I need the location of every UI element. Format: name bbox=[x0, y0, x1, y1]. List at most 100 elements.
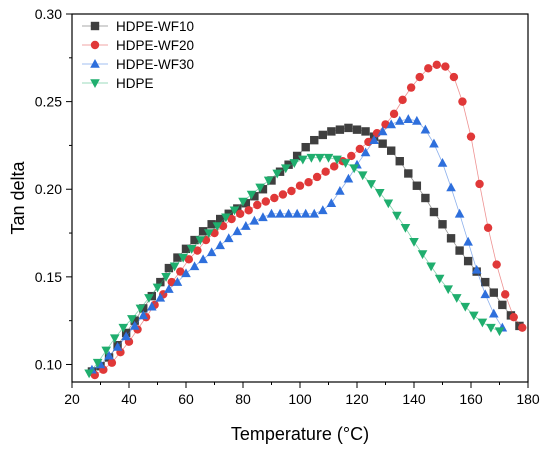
data-point bbox=[441, 62, 450, 71]
data-point bbox=[246, 190, 257, 200]
data-point bbox=[263, 176, 274, 186]
data-point bbox=[403, 114, 414, 123]
data-point bbox=[178, 253, 188, 263]
data-point bbox=[121, 331, 131, 341]
data-point bbox=[139, 304, 148, 313]
y-tick-label: 0.20 bbox=[35, 181, 62, 197]
data-point bbox=[207, 220, 216, 229]
data-point bbox=[366, 180, 377, 189]
data-point bbox=[118, 323, 129, 333]
y-tick-label: 0.10 bbox=[35, 356, 62, 372]
data-point bbox=[421, 193, 430, 203]
x-tick-label: 60 bbox=[178, 391, 194, 407]
legend-label: HDPE-WF20 bbox=[116, 38, 194, 53]
data-point bbox=[161, 273, 171, 282]
data-point bbox=[463, 236, 473, 246]
data-point bbox=[498, 300, 507, 310]
data-point bbox=[130, 316, 139, 325]
data-point bbox=[424, 64, 433, 73]
legend-marker bbox=[90, 21, 100, 31]
data-point bbox=[104, 350, 114, 360]
data-point bbox=[412, 115, 422, 125]
data-point bbox=[454, 208, 465, 218]
data-point bbox=[289, 159, 300, 168]
data-point bbox=[229, 206, 240, 216]
data-point bbox=[227, 214, 236, 224]
legend-label: HDPE-WF10 bbox=[116, 19, 194, 34]
data-point bbox=[101, 346, 111, 356]
data-point bbox=[258, 185, 268, 194]
data-point bbox=[409, 238, 419, 247]
data-point bbox=[386, 119, 396, 129]
data-point bbox=[446, 182, 456, 192]
data-point bbox=[394, 115, 405, 125]
legend-item: HDPE bbox=[82, 76, 154, 91]
data-point bbox=[195, 236, 206, 246]
data-point bbox=[144, 294, 154, 303]
data-point bbox=[378, 139, 387, 148]
data-point bbox=[255, 183, 265, 193]
data-point bbox=[223, 233, 234, 243]
data-point bbox=[344, 123, 353, 133]
data-point bbox=[235, 209, 245, 218]
y-tick-label: 0.30 bbox=[35, 6, 62, 22]
data-point bbox=[432, 60, 441, 70]
x-tick-label: 80 bbox=[235, 391, 251, 407]
data-point bbox=[206, 247, 217, 257]
data-point bbox=[309, 208, 320, 218]
data-point bbox=[127, 315, 137, 324]
data-point bbox=[216, 214, 225, 224]
data-point bbox=[415, 72, 424, 82]
legend-item: HDPE-WF30 bbox=[82, 57, 194, 72]
data-point bbox=[147, 301, 157, 311]
data-point bbox=[253, 200, 262, 210]
data-point bbox=[266, 208, 277, 218]
data-point bbox=[215, 240, 225, 250]
x-tick-label: 140 bbox=[402, 391, 426, 407]
data-point bbox=[298, 155, 308, 165]
data-point bbox=[375, 188, 385, 198]
data-point bbox=[361, 127, 370, 136]
data-point bbox=[429, 207, 439, 217]
series-hdpe bbox=[84, 153, 505, 379]
data-point bbox=[332, 155, 342, 165]
data-point bbox=[267, 176, 276, 185]
data-point bbox=[355, 144, 365, 154]
data-point bbox=[438, 220, 447, 229]
x-tick-label: 160 bbox=[459, 391, 483, 407]
data-point bbox=[258, 212, 268, 222]
data-point bbox=[446, 234, 456, 243]
data-point bbox=[326, 198, 337, 208]
data-point bbox=[152, 283, 163, 293]
data-point bbox=[483, 223, 493, 232]
data-point bbox=[198, 227, 208, 236]
x-tick-label: 100 bbox=[288, 391, 312, 407]
data-point bbox=[232, 226, 243, 236]
legend-label: HDPE-WF30 bbox=[116, 57, 194, 72]
data-point bbox=[389, 109, 399, 119]
data-point bbox=[469, 311, 479, 321]
data-point bbox=[164, 263, 174, 273]
x-tick-label: 120 bbox=[345, 391, 369, 407]
data-point bbox=[280, 164, 291, 174]
data-point bbox=[475, 179, 484, 189]
data-point bbox=[327, 127, 336, 136]
data-point bbox=[347, 151, 356, 161]
data-point bbox=[364, 137, 373, 147]
data-point bbox=[272, 169, 282, 179]
data-point bbox=[261, 197, 270, 206]
y-tick-label: 0.15 bbox=[35, 269, 62, 285]
data-point bbox=[109, 334, 120, 344]
data-point bbox=[315, 153, 325, 163]
data-point bbox=[318, 205, 328, 215]
data-point bbox=[343, 173, 354, 183]
data-point bbox=[318, 130, 327, 140]
data-point bbox=[292, 208, 302, 218]
data-point bbox=[184, 255, 194, 264]
data-point bbox=[360, 147, 371, 157]
legend-item: HDPE-WF10 bbox=[82, 19, 194, 34]
data-point bbox=[84, 369, 94, 379]
x-axis-label: Temperature (°C) bbox=[231, 424, 369, 444]
data-point bbox=[489, 308, 499, 318]
data-point bbox=[377, 126, 388, 136]
